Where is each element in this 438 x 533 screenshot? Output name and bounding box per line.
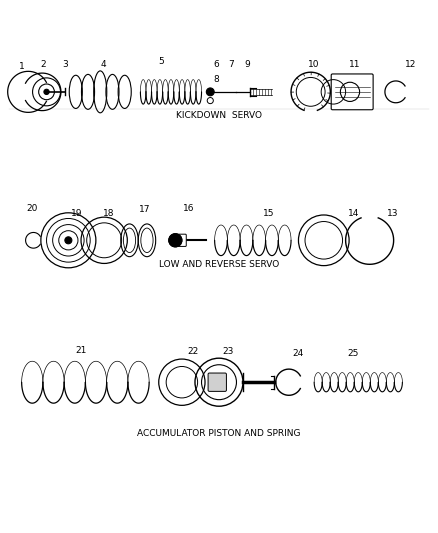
Text: 15: 15	[263, 209, 274, 218]
Text: 19: 19	[71, 209, 83, 218]
Text: 25: 25	[348, 349, 359, 358]
Text: 10: 10	[308, 60, 320, 69]
Circle shape	[44, 89, 49, 94]
Text: 14: 14	[348, 209, 359, 218]
Text: 22: 22	[187, 347, 198, 356]
Text: 21: 21	[76, 346, 87, 355]
Text: 7: 7	[228, 60, 234, 69]
Text: 2: 2	[41, 60, 46, 69]
Text: 8: 8	[213, 75, 219, 84]
Circle shape	[65, 237, 72, 244]
Text: 1: 1	[19, 62, 25, 71]
Text: 11: 11	[349, 60, 360, 69]
Text: KICKDOWN  SERVO: KICKDOWN SERVO	[176, 111, 262, 120]
Circle shape	[169, 234, 182, 247]
Text: 12: 12	[406, 60, 417, 69]
Text: 4: 4	[100, 60, 106, 69]
Text: 20: 20	[26, 204, 38, 213]
Circle shape	[206, 88, 214, 96]
Text: 13: 13	[387, 209, 399, 218]
Text: LOW AND REVERSE SERVO: LOW AND REVERSE SERVO	[159, 260, 279, 269]
Text: 17: 17	[139, 205, 151, 214]
FancyBboxPatch shape	[331, 74, 373, 110]
Text: 24: 24	[293, 349, 304, 358]
Text: 6: 6	[213, 60, 219, 69]
FancyBboxPatch shape	[208, 373, 226, 391]
Text: 9: 9	[244, 60, 250, 69]
Text: ACCUMULATOR PISTON AND SPRING: ACCUMULATOR PISTON AND SPRING	[137, 429, 301, 438]
FancyBboxPatch shape	[172, 234, 186, 246]
Text: 5: 5	[159, 57, 164, 66]
Text: 3: 3	[63, 60, 68, 69]
Text: 23: 23	[222, 347, 233, 356]
Text: 16: 16	[183, 204, 194, 213]
Text: 18: 18	[103, 209, 115, 218]
